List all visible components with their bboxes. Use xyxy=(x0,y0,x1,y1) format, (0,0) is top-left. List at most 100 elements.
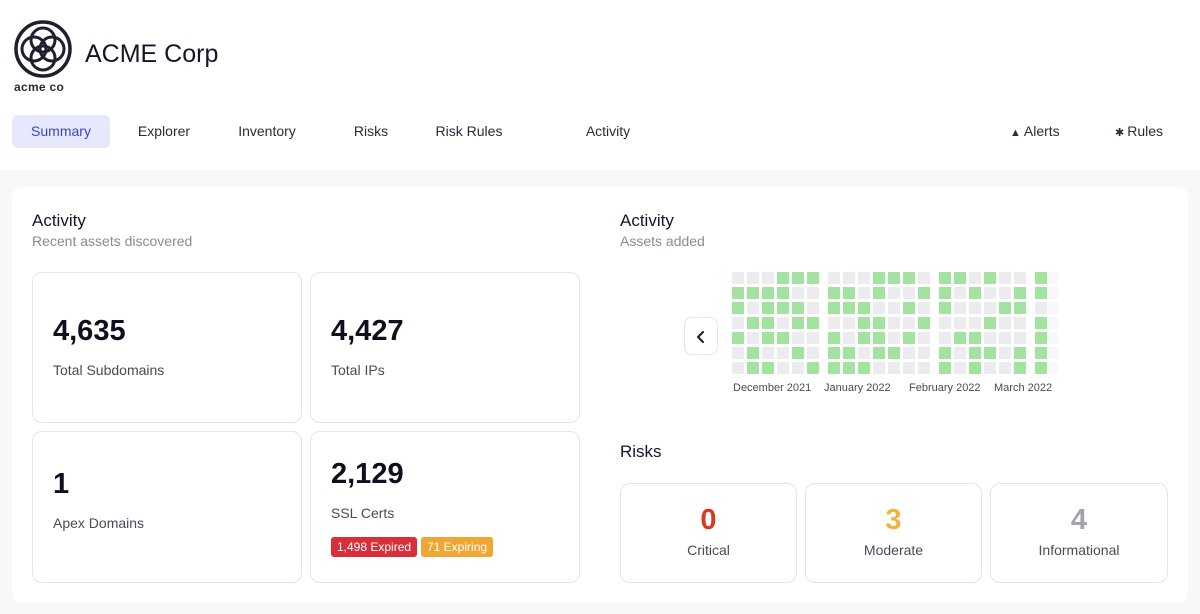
heatmap-cell[interactable] xyxy=(828,332,840,344)
heatmap-cell[interactable] xyxy=(954,362,966,374)
heatmap-cell[interactable] xyxy=(903,347,915,359)
heatmap-cell[interactable] xyxy=(954,317,966,329)
heatmap-cell[interactable] xyxy=(792,317,804,329)
heatmap-cell[interactable] xyxy=(858,302,870,314)
heatmap-cell[interactable] xyxy=(939,347,951,359)
heatmap-cell[interactable] xyxy=(858,272,870,284)
heatmap-cell[interactable] xyxy=(843,302,855,314)
heatmap-cell[interactable] xyxy=(843,347,855,359)
heatmap-cell[interactable] xyxy=(843,362,855,374)
heatmap-cell[interactable] xyxy=(762,362,774,374)
heatmap-cell[interactable] xyxy=(918,272,930,284)
acme-logo[interactable]: acme co xyxy=(12,18,74,96)
expiring-badge[interactable]: 71 Expiring xyxy=(421,537,494,557)
heatmap-cell[interactable] xyxy=(843,287,855,299)
heatmap-cell[interactable] xyxy=(732,287,744,299)
risk-card-critical[interactable]: 0 Critical xyxy=(620,483,797,583)
heatmap-cell[interactable] xyxy=(999,347,1011,359)
heatmap-cell[interactable] xyxy=(939,287,951,299)
heatmap-cell[interactable] xyxy=(747,287,759,299)
heatmap-cell[interactable] xyxy=(999,317,1011,329)
heatmap-cell[interactable] xyxy=(1035,272,1047,284)
heatmap-cell[interactable] xyxy=(969,272,981,284)
heatmap-cell[interactable] xyxy=(873,287,885,299)
heatmap-cell[interactable] xyxy=(1014,332,1026,344)
heatmap-cell[interactable] xyxy=(843,317,855,329)
heatmap-cell[interactable] xyxy=(858,332,870,344)
heatmap-cell[interactable] xyxy=(984,332,996,344)
heatmap-cell[interactable] xyxy=(873,347,885,359)
tab-explorer[interactable]: Explorer xyxy=(137,123,191,139)
risk-card-moderate[interactable]: 3 Moderate xyxy=(805,483,982,583)
heatmap-cell[interactable] xyxy=(888,317,900,329)
heatmap-cell[interactable] xyxy=(1048,302,1058,314)
stat-card-apex-domains[interactable]: 1 Apex Domains xyxy=(32,431,302,583)
heatmap-cell[interactable] xyxy=(918,347,930,359)
heatmap-cell[interactable] xyxy=(918,287,930,299)
heatmap-cell[interactable] xyxy=(762,347,774,359)
heatmap-cell[interactable] xyxy=(732,317,744,329)
heatmap-cell[interactable] xyxy=(984,287,996,299)
heatmap-cell[interactable] xyxy=(1035,362,1047,374)
heatmap-cell[interactable] xyxy=(939,302,951,314)
heatmap-cell[interactable] xyxy=(903,287,915,299)
heatmap-cell[interactable] xyxy=(792,287,804,299)
heatmap-cell[interactable] xyxy=(903,332,915,344)
heatmap-cell[interactable] xyxy=(918,332,930,344)
heatmap-cell[interactable] xyxy=(732,332,744,344)
tab-risk-rules[interactable]: Risk Rules xyxy=(435,123,503,139)
alerts-link[interactable]: ▲ Alerts xyxy=(1010,115,1060,148)
heatmap-cell[interactable] xyxy=(777,347,789,359)
tab-risks[interactable]: Risks xyxy=(353,123,389,139)
heatmap-cell[interactable] xyxy=(777,317,789,329)
heatmap-cell[interactable] xyxy=(747,347,759,359)
heatmap-cell[interactable] xyxy=(969,317,981,329)
heatmap-cell[interactable] xyxy=(873,362,885,374)
heatmap-cell[interactable] xyxy=(1035,332,1047,344)
heatmap-cell[interactable] xyxy=(984,302,996,314)
heatmap-cell[interactable] xyxy=(999,272,1011,284)
heatmap-cell[interactable] xyxy=(1014,287,1026,299)
heatmap-cell[interactable] xyxy=(873,272,885,284)
heatmap-cell[interactable] xyxy=(843,332,855,344)
heatmap-cell[interactable] xyxy=(954,287,966,299)
heatmap-cell[interactable] xyxy=(999,287,1011,299)
heatmap-cell[interactable] xyxy=(747,332,759,344)
heatmap-cell[interactable] xyxy=(858,362,870,374)
heatmap-cell[interactable] xyxy=(777,332,789,344)
heatmap-cell[interactable] xyxy=(828,302,840,314)
heatmap-cell[interactable] xyxy=(918,362,930,374)
heatmap-cell[interactable] xyxy=(1048,287,1058,299)
heatmap-cell[interactable] xyxy=(1048,362,1058,374)
heatmap-cell[interactable] xyxy=(858,287,870,299)
heatmap-cell[interactable] xyxy=(792,347,804,359)
heatmap-cell[interactable] xyxy=(828,317,840,329)
heatmap-cell[interactable] xyxy=(939,272,951,284)
heatmap-cell[interactable] xyxy=(969,287,981,299)
heatmap-cell[interactable] xyxy=(732,302,744,314)
heatmap-cell[interactable] xyxy=(1014,362,1026,374)
heatmap-cell[interactable] xyxy=(1014,317,1026,329)
heatmap-cell[interactable] xyxy=(843,272,855,284)
heatmap-cell[interactable] xyxy=(777,287,789,299)
heatmap-cell[interactable] xyxy=(1014,272,1026,284)
heatmap-cell[interactable] xyxy=(888,332,900,344)
heatmap-cell[interactable] xyxy=(828,362,840,374)
heatmap-cell[interactable] xyxy=(1048,347,1058,359)
heatmap-cell[interactable] xyxy=(807,272,819,284)
heatmap-cell[interactable] xyxy=(792,302,804,314)
prev-period-button[interactable] xyxy=(684,317,718,355)
heatmap-cell[interactable] xyxy=(888,302,900,314)
heatmap-cell[interactable] xyxy=(792,272,804,284)
heatmap-cell[interactable] xyxy=(954,272,966,284)
heatmap-cell[interactable] xyxy=(762,332,774,344)
heatmap-cell[interactable] xyxy=(888,287,900,299)
heatmap-cell[interactable] xyxy=(999,332,1011,344)
heatmap-cell[interactable] xyxy=(918,317,930,329)
heatmap-cell[interactable] xyxy=(984,362,996,374)
heatmap-cell[interactable] xyxy=(777,302,789,314)
heatmap-cell[interactable] xyxy=(969,302,981,314)
heatmap-cell[interactable] xyxy=(999,302,1011,314)
heatmap-cell[interactable] xyxy=(1048,272,1058,284)
heatmap-cell[interactable] xyxy=(1048,317,1058,329)
